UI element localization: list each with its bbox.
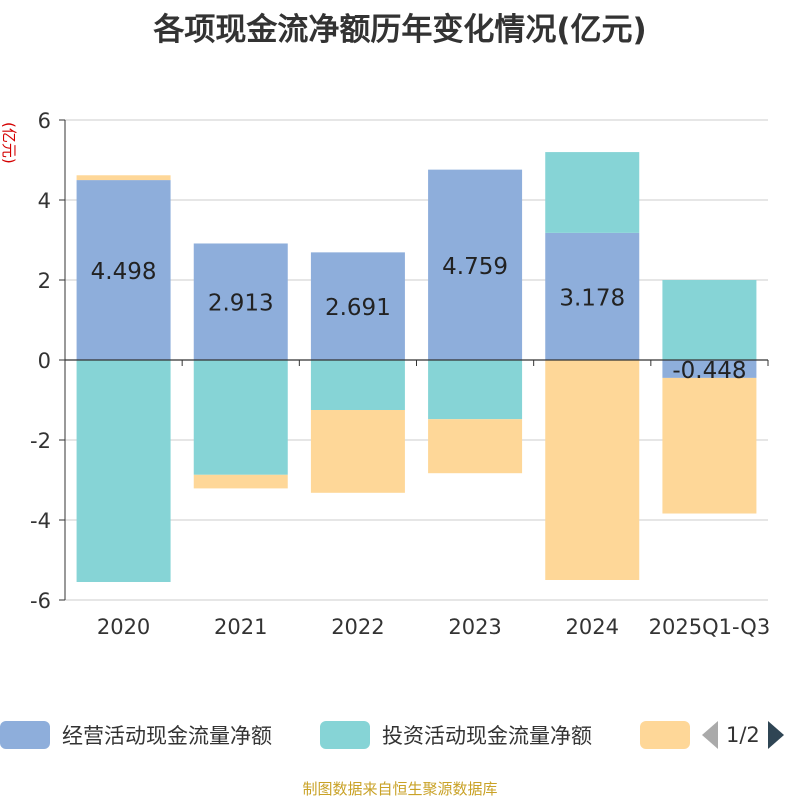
legend: 经营活动现金流量净额 投资活动现金流量净额 1/2 [0,715,800,755]
bar-2021-series-1 [193,360,288,475]
bar-2020-series-0 [76,180,171,360]
bar-2023-series-1 [428,360,523,420]
legend-pager: 1/2 [700,715,800,755]
bar-2024-series-1 [545,152,640,233]
data-label: 4.498 [91,259,157,285]
legend-item-operating[interactable]: 经营活动现金流量净额 [0,715,272,755]
bar-2021-series-2 [193,474,288,489]
y-tick-label: 0 [38,349,51,373]
chart-title: 各项现金流净额历年变化情况(亿元) [153,12,647,48]
bar-2022-series-1 [310,360,405,410]
x-tick-label: 2022 [331,615,384,639]
x-tick-label: 2024 [566,615,619,639]
bar-2022-series-2 [310,410,405,493]
data-label: 4.759 [442,254,508,280]
x-tick-label: 2023 [448,615,501,639]
bar-2025Q1-Q3-series-2 [662,377,757,514]
bar-2024-series-2 [545,360,640,580]
bar-2021-series-0 [193,243,288,360]
legend-label: 投资活动现金流量净额 [382,724,592,748]
legend-swatch [0,721,50,749]
data-source: 制图数据来自恒生聚源数据库 [302,780,498,798]
legend-label: 经营活动现金流量净额 [62,724,272,748]
data-label: -0.448 [672,358,746,384]
bar-2025Q1-Q3-series-1 [662,280,757,360]
y-tick-label: 6 [38,109,51,133]
y-tick-label: 2 [38,269,51,293]
legend-item-financing[interactable] [640,715,702,755]
pager-text: 1/2 [726,723,760,747]
legend-swatch [640,721,690,749]
bar-2024-series-0 [545,232,640,360]
y-tick-label: -2 [30,429,51,453]
legend-swatch [320,721,370,749]
axes: 6 4 2 0 -2 -4 -6 2020 2021 2022 2023 2024 2025Q1-Q3 [30,109,770,639]
bar-2023-series-0 [428,169,523,360]
y-tick-label: -4 [30,509,51,533]
grid-lines [65,119,768,601]
bar-2020-series-1 [76,360,171,582]
pager-prev-icon[interactable] [702,721,718,749]
data-label: 2.913 [208,291,274,317]
x-tick-label: 2020 [97,615,150,639]
x-tick-label: 2021 [214,615,267,639]
x-tick-label: 2025Q1-Q3 [649,615,771,639]
y-tick-label: 4 [38,189,51,213]
pager-next-icon[interactable] [767,721,784,749]
data-label: 2.691 [325,295,391,321]
bar-2020-series-2 [76,175,171,181]
data-labels: 4.498 2.913 2.691 4.759 3.178 -0.448 [91,254,747,384]
bars [76,152,757,582]
bar-2022-series-0 [310,252,405,360]
data-label: 3.178 [559,285,625,311]
y-tick-label: -6 [30,589,51,613]
legend-item-investing[interactable]: 投资活动现金流量净额 [320,715,592,755]
bar-2025Q1-Q3-series-0 [662,360,757,378]
bar-2023-series-2 [428,419,523,474]
